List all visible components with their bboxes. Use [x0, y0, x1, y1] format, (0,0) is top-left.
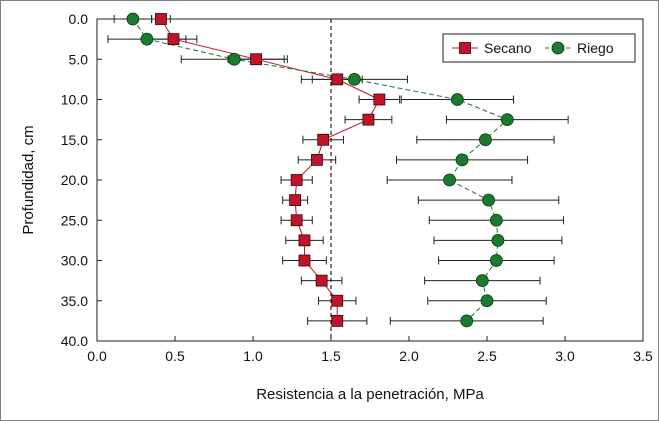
riego-point [500, 113, 514, 127]
y-tick-label: 20.0 [61, 172, 88, 188]
riego-point [450, 93, 464, 106]
riego-series-line [132, 18, 509, 322]
secano-point [311, 153, 323, 166]
x-tick-label: 3.5 [633, 348, 653, 364]
y-tick-label: 40.0 [61, 333, 88, 349]
legend-riego-label: Riego [577, 40, 614, 56]
legend-secano-label: Secano [484, 40, 532, 56]
secano-point [155, 13, 167, 25]
secano-point [290, 214, 303, 227]
secano-point [167, 33, 180, 46]
legend-secano-marker [459, 42, 471, 54]
x-axis-title: Resistencia a la penetración, MPa [256, 386, 484, 403]
riego-point [479, 133, 492, 147]
x-tick-label: 0.0 [87, 348, 107, 364]
secano-point [331, 294, 344, 307]
x-tick-label: 1.0 [243, 348, 263, 364]
secano-point [298, 254, 311, 267]
y-tick-label: 30.0 [61, 253, 88, 269]
secano-point [290, 174, 303, 186]
riego-point [491, 233, 505, 247]
y-tick-label: 10.0 [61, 92, 88, 108]
riego-point [482, 193, 495, 207]
x-tick-label: 0.5 [165, 348, 185, 364]
riego-point [140, 32, 154, 46]
secano-point [362, 113, 375, 126]
secano-point [250, 53, 263, 66]
secano-point [298, 234, 311, 247]
y-tick-label: 25.0 [61, 212, 88, 228]
secano-point [289, 194, 302, 207]
y-tick-label: 0.0 [69, 11, 89, 27]
secano-point [315, 274, 328, 287]
riego-point [489, 254, 503, 267]
legend-riego-marker [551, 41, 565, 55]
secano-point [331, 314, 344, 327]
riego-point [227, 52, 241, 66]
legend: Secano Riego [442, 33, 636, 63]
riego-point [489, 213, 503, 227]
secano-point [373, 93, 386, 106]
riego-point [455, 153, 469, 167]
riego-point [443, 173, 456, 187]
x-tick-label: 2.5 [477, 348, 497, 364]
secano-point [331, 73, 344, 86]
y-axis-title: Profundidad, cm [20, 125, 37, 234]
riego-point [347, 72, 361, 86]
x-tick-label: 2.0 [399, 348, 419, 364]
riego-point [475, 274, 489, 288]
y-tick-label: 5.0 [69, 51, 89, 67]
plot-area [96, 18, 644, 342]
y-tick-label: 15.0 [61, 132, 88, 148]
x-tick-label: 3.0 [555, 348, 575, 364]
x-tick-label: 1.5 [321, 348, 341, 364]
y-tick-label: 35.0 [61, 293, 88, 309]
riego-point [126, 12, 140, 26]
secano-point [317, 133, 330, 146]
riego-point [480, 294, 494, 308]
riego-point [460, 314, 474, 328]
